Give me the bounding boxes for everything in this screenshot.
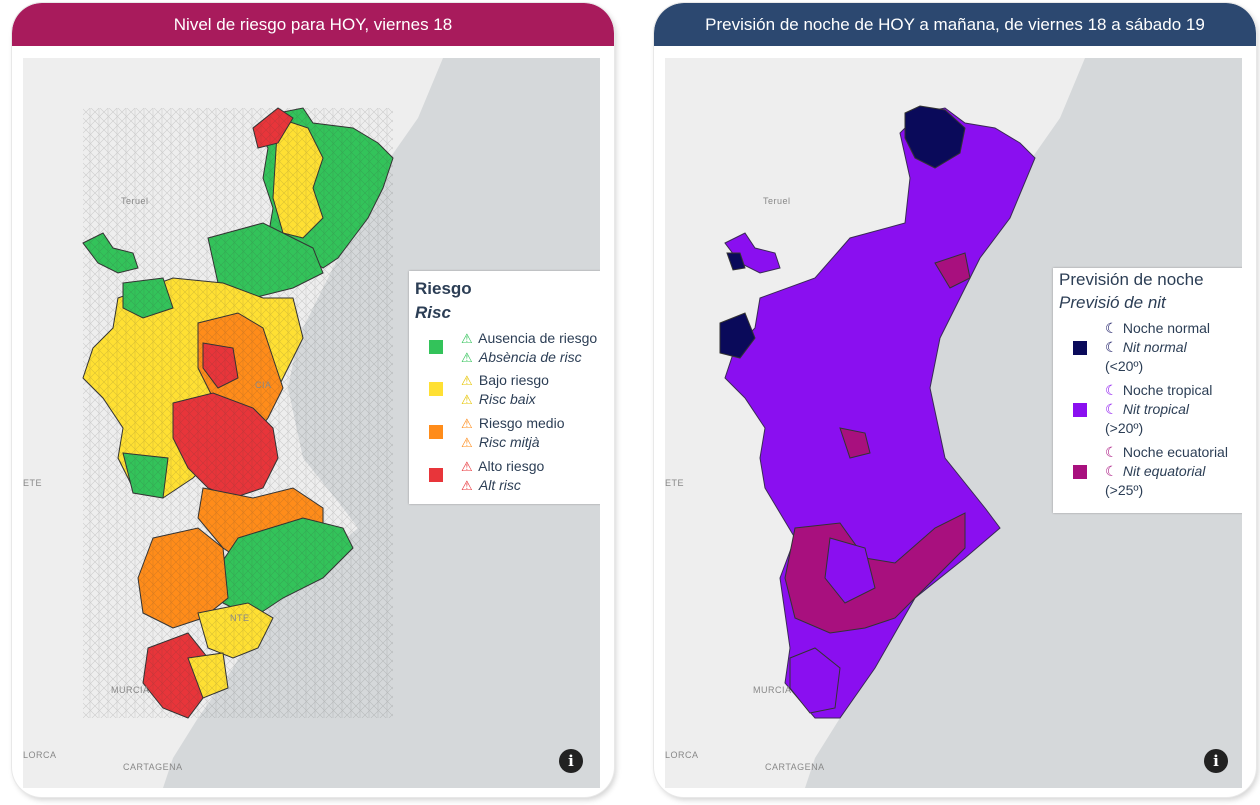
night-forecast-title: Previsión de noche de HOY a mañana, de v… <box>654 3 1256 46</box>
moon-icon: ☾ <box>1105 320 1118 336</box>
city-label-teruel: Teruel <box>763 196 791 206</box>
region-equatorial-ribera[interactable] <box>839 427 871 459</box>
risk-legend-title: Riesgo <box>415 279 472 298</box>
legend-label-es: Noche normal <box>1122 320 1211 336</box>
legend-swatch-equatorial-night <box>1073 465 1087 479</box>
legend-label-es: Alto riesgo <box>478 458 545 474</box>
night-legend-subtitle: Previsió de nit <box>1059 293 1166 312</box>
warning-triangle-icon: ⚠ <box>461 331 473 346</box>
legend-item-normal-night: ☾ Noche normal ☾ Nit normal (<20º) <box>1105 319 1210 376</box>
region-equatorial-castellon[interactable] <box>934 252 971 289</box>
night-forecast-map[interactable]: Teruel ETE MURCIA LORCA CARTAGENA Previs… <box>665 58 1242 788</box>
night-legend-title: Previsión de noche <box>1059 270 1204 289</box>
legend-label-es: Ausencia de riesgo <box>478 330 598 346</box>
info-icon[interactable]: i <box>1204 749 1228 773</box>
moon-icon: ☾ <box>1105 382 1118 398</box>
legend-swatch-medium-risk <box>429 425 443 439</box>
risk-map-panel: Nivel de riesgo para HOY, viernes 18 <box>12 3 614 797</box>
city-label-cuenca: ETE <box>23 478 43 488</box>
city-label-cartagena: CARTAGENA <box>123 762 183 772</box>
city-label-murcia: MURCIA <box>111 685 150 695</box>
city-label-valencia: CIA <box>255 380 272 390</box>
city-label-lorca: LORCA <box>665 750 699 760</box>
legend-item-equatorial-night: ☾ Noche ecuatorial ☾ Nit equatorial (>25… <box>1105 443 1228 500</box>
legend-item-tropical-night: ☾ Noche tropical ☾ Nit tropical (>20º) <box>1105 381 1212 438</box>
city-label-alicante: NTE <box>230 613 250 623</box>
legend-swatch-low-risk <box>429 382 443 396</box>
warning-triangle-icon: ⚠ <box>461 459 473 474</box>
legend-swatch-normal-night <box>1073 341 1087 355</box>
moon-icon: ☾ <box>1105 444 1118 460</box>
legend-item-low-risk: ⚠ Bajo riesgo ⚠ Risc baix <box>461 371 549 409</box>
moon-icon: ☾ <box>1105 463 1118 479</box>
legend-label-va: Risc mitjà <box>478 434 540 450</box>
legend-range: (>25º) <box>1105 482 1144 498</box>
legend-item-no-risk: ⚠ Ausencia de riesgo ⚠ Absència de risc <box>461 329 597 367</box>
info-icon[interactable]: i <box>559 749 583 773</box>
risk-map[interactable]: Teruel ETE MURCIA LORCA CARTAGENA CIA NT… <box>23 58 600 788</box>
warning-triangle-icon: ⚠ <box>461 435 473 450</box>
region-normal-night-west[interactable] <box>719 312 756 359</box>
night-map-canvas[interactable] <box>665 58 1242 788</box>
legend-range: (>20º) <box>1105 420 1144 436</box>
night-legend: Previsión de noche Previsió de nit ☾ Noc… <box>1053 268 1242 513</box>
region-tropical-alcoy[interactable] <box>824 537 876 604</box>
legend-label-es: Riesgo medio <box>478 415 565 431</box>
city-label-teruel: Teruel <box>121 196 149 206</box>
legend-label-va: Nit normal <box>1122 339 1187 355</box>
risk-legend-subtitle: Risc <box>415 303 451 322</box>
warning-triangle-icon: ⚠ <box>461 350 473 365</box>
legend-item-medium-risk: ⚠ Riesgo medio ⚠ Risc mitjà <box>461 414 565 452</box>
legend-swatch-no-risk <box>429 340 443 354</box>
legend-label-va: Nit tropical <box>1122 401 1190 417</box>
risk-legend: Riesgo Risc ⚠ Ausencia de riesgo ⚠ Absèn… <box>409 271 600 504</box>
moon-icon: ☾ <box>1105 401 1118 417</box>
city-label-cuenca: ETE <box>665 478 685 488</box>
legend-label-va: Absència de risc <box>478 349 582 365</box>
city-label-cartagena: CARTAGENA <box>765 762 825 772</box>
legend-swatch-high-risk <box>429 468 443 482</box>
legend-label-es: Bajo riesgo <box>478 372 549 388</box>
region-tropical-vega-baja[interactable] <box>789 647 841 714</box>
warning-triangle-icon: ⚠ <box>461 373 473 388</box>
legend-label-es: Noche ecuatorial <box>1122 444 1228 460</box>
legend-label-va: Risc baix <box>478 391 536 407</box>
warning-triangle-icon: ⚠ <box>461 392 473 407</box>
city-label-murcia: MURCIA <box>753 685 792 695</box>
legend-label-es: Noche tropical <box>1122 382 1213 398</box>
legend-item-high-risk: ⚠ Alto riesgo ⚠ Alt risc <box>461 457 544 495</box>
region-normal-night-ademuz[interactable] <box>726 252 746 271</box>
legend-swatch-tropical-night <box>1073 403 1087 417</box>
night-forecast-panel: Previsión de noche de HOY a mañana, de v… <box>654 3 1256 797</box>
legend-label-va: Nit equatorial <box>1122 463 1206 479</box>
warning-triangle-icon: ⚠ <box>461 416 473 431</box>
moon-icon: ☾ <box>1105 339 1118 355</box>
legend-label-va: Alt risc <box>478 477 521 493</box>
risk-map-title: Nivel de riesgo para HOY, viernes 18 <box>12 3 614 46</box>
legend-range: (<20º) <box>1105 358 1144 374</box>
warning-triangle-icon: ⚠ <box>461 478 473 493</box>
city-label-lorca: LORCA <box>23 750 57 760</box>
region-normal-night-north[interactable] <box>904 105 966 169</box>
